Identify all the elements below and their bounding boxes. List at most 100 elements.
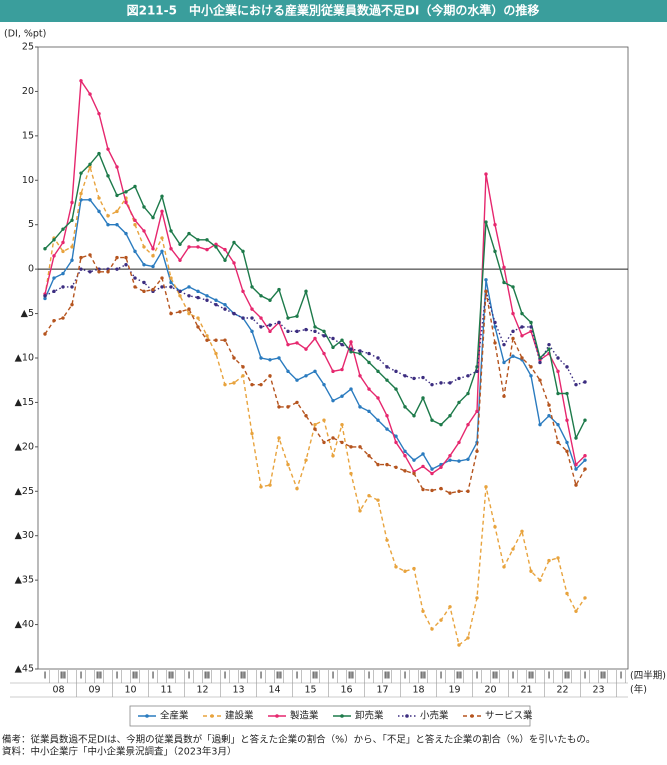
data-point: [349, 347, 353, 351]
data-point: [61, 271, 65, 276]
data-point: [421, 464, 425, 469]
data-point: [520, 311, 524, 316]
year-label: 15: [304, 685, 316, 696]
y-tick-label: ▲10: [15, 353, 34, 364]
data-point: [115, 209, 119, 214]
data-point: [538, 422, 542, 427]
data-point: [475, 369, 479, 374]
data-point: [304, 374, 308, 378]
data-point: [448, 491, 452, 495]
data-point: [313, 369, 317, 374]
data-point: [115, 165, 119, 169]
data-point: [295, 400, 299, 405]
data-point: [322, 440, 326, 445]
data-point: [502, 565, 506, 569]
data-point: [466, 422, 470, 427]
data-point: [268, 374, 272, 378]
data-point: [583, 458, 587, 462]
data-point: [502, 394, 506, 398]
year-label: 17: [376, 685, 388, 696]
data-point: [70, 218, 74, 222]
data-point: [529, 325, 533, 329]
data-point: [250, 382, 254, 387]
x-tick-label: Ⅰ: [260, 671, 263, 682]
data-point: [565, 591, 569, 596]
data-point: [160, 236, 164, 240]
note: 資料：中小企業庁「中小企業景況調査」（2023年3月）: [2, 746, 236, 758]
data-point: [322, 329, 326, 334]
data-point: [385, 538, 389, 542]
data-point: [232, 240, 236, 245]
data-point: [403, 469, 407, 473]
data-point: [412, 458, 416, 462]
data-point: [142, 245, 146, 249]
y-tick-label: ▲20: [15, 441, 34, 452]
x-tick-label: Ⅲ: [312, 671, 319, 682]
data-point: [538, 378, 542, 382]
data-point: [466, 457, 470, 461]
data-point: [259, 382, 263, 387]
data-point: [268, 329, 272, 334]
data-point: [529, 320, 533, 325]
x-tick-label: Ⅲ: [60, 671, 67, 682]
data-point: [556, 356, 560, 360]
data-point: [457, 489, 461, 493]
x-tick-label: Ⅰ: [44, 671, 47, 682]
data-point: [196, 289, 200, 294]
data-point: [340, 394, 344, 398]
data-point: [394, 387, 398, 391]
data-point: [268, 358, 272, 362]
year-label: 08: [52, 685, 64, 696]
data-point: [574, 483, 578, 487]
data-point: [313, 325, 317, 329]
year-label: 09: [88, 685, 100, 696]
data-point: [520, 529, 524, 533]
data-point: [529, 374, 533, 378]
y-tick-label: ▲25: [15, 486, 34, 497]
data-point: [502, 342, 506, 347]
data-point: [583, 454, 587, 458]
legend-box: [129, 705, 531, 727]
data-point: [178, 294, 182, 298]
data-point: [565, 449, 569, 453]
data-point: [169, 247, 173, 251]
data-point: [385, 414, 389, 418]
year-label: 19: [448, 685, 460, 696]
data-point: [574, 467, 578, 471]
data-point: [313, 329, 317, 334]
data-point: [376, 396, 380, 400]
data-point: [304, 414, 308, 418]
data-point: [97, 196, 101, 200]
data-point: [511, 311, 515, 316]
data-point: [43, 247, 47, 251]
x-tick-label: Ⅲ: [240, 671, 247, 682]
legend-marker: [275, 714, 279, 718]
data-point: [187, 231, 191, 236]
data-point: [340, 338, 344, 342]
data-point: [70, 245, 74, 249]
data-point: [241, 289, 245, 294]
data-point: [421, 396, 425, 400]
legend-label: 小売業: [420, 710, 449, 722]
data-point: [475, 596, 479, 600]
x-unit: (四半期): [630, 670, 666, 682]
data-point: [367, 409, 371, 414]
data-point: [142, 289, 146, 294]
data-point: [448, 381, 452, 385]
data-point: [502, 265, 506, 270]
data-point: [331, 345, 335, 350]
data-point: [313, 422, 317, 427]
data-point: [538, 578, 542, 582]
data-point: [178, 258, 182, 262]
data-point: [394, 440, 398, 445]
data-point: [475, 409, 479, 414]
data-point: [97, 270, 101, 274]
legend-label: サービス業: [485, 710, 533, 722]
data-point: [349, 340, 353, 344]
data-point: [277, 436, 281, 440]
data-point: [223, 307, 227, 311]
data-point: [511, 354, 515, 358]
legend-marker: [470, 714, 474, 718]
data-point: [493, 525, 497, 529]
